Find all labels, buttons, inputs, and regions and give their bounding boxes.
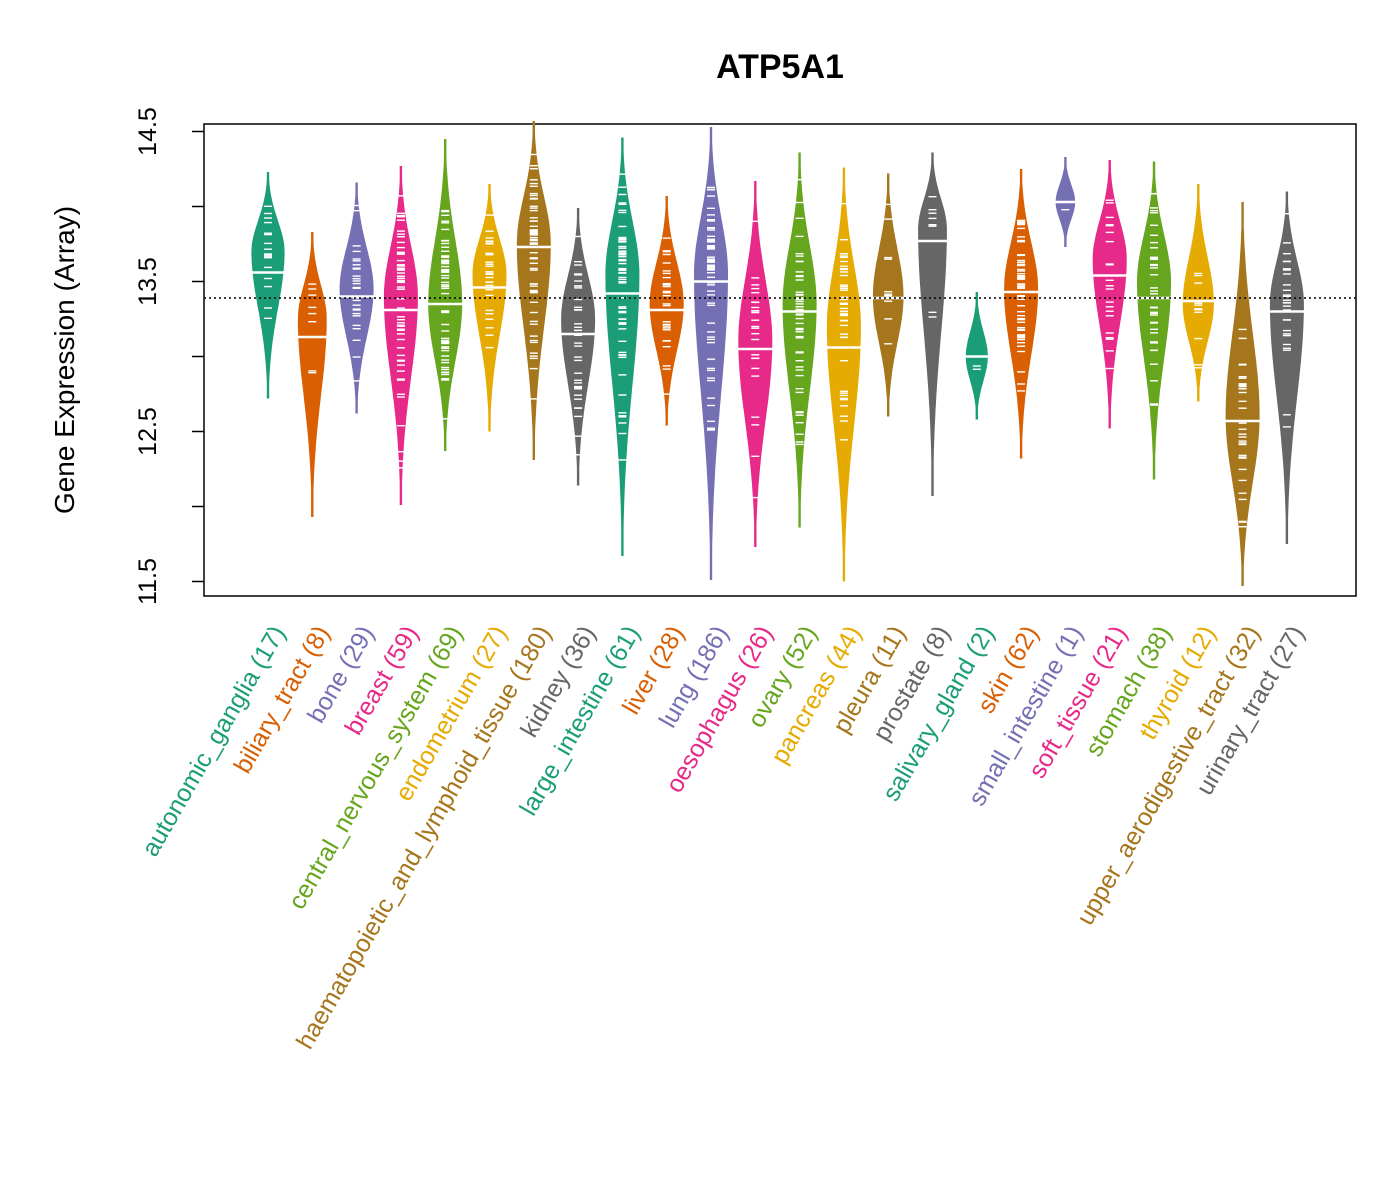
y-axis: 11.5 12.5 13.5 14.5 (134, 107, 204, 605)
plot-frame (203, 123, 1357, 597)
bean-skin (1002, 169, 1041, 459)
bean-density (1137, 161, 1171, 480)
bean-endometrium (470, 184, 509, 432)
bean-density (826, 167, 861, 582)
bean-large-intestine (603, 137, 642, 556)
bean-density (1182, 184, 1214, 402)
bean-density (428, 139, 463, 451)
bean-pancreas (824, 167, 863, 582)
bean-stomach (1135, 161, 1173, 480)
y-tick-label: 12.5 (134, 407, 162, 456)
bean-thyroid (1180, 184, 1216, 402)
bean-lung (692, 127, 730, 580)
bean-oesophagus (736, 181, 775, 547)
bean-density (694, 127, 728, 580)
x-axis-labels: autonomic_ganglia (17)biliary_tract (8)b… (136, 621, 1310, 1054)
bean-pleura (870, 173, 906, 417)
bean-kidney (559, 208, 598, 486)
bean-ovary (780, 152, 819, 528)
bean-central-nervous-system (426, 139, 465, 451)
y-axis-label: Gene Expression (Array) (49, 206, 80, 514)
bean-liver (647, 196, 686, 426)
y-tick-label: 14.5 (134, 107, 162, 156)
bean-autonomic-ganglia (249, 172, 287, 399)
bean-density (297, 232, 327, 517)
bean-biliary-tract (295, 232, 329, 517)
bean-density (605, 137, 640, 556)
y-tick-label: 13.5 (134, 257, 162, 306)
bean-density (251, 172, 285, 399)
bean-density (1225, 202, 1260, 586)
bean-upper-aerodigestive-tract (1223, 202, 1262, 586)
y-tick-label: 11.5 (134, 558, 162, 605)
bean-density (738, 181, 773, 547)
bean-salivary-gland (963, 292, 990, 420)
bean-urinary-tract (1267, 191, 1306, 544)
bean-soft-tissue (1090, 160, 1129, 429)
bean-density (1092, 160, 1127, 429)
bean-small-intestine (1053, 157, 1078, 247)
chart-title: ATP5A1 (716, 48, 844, 86)
bean-density (1004, 169, 1039, 459)
bean-density (918, 152, 947, 496)
bean-density (1269, 191, 1304, 544)
bean-prostate (916, 152, 949, 496)
beans-layer (249, 121, 1306, 586)
bean-density (472, 184, 507, 432)
bean-density (383, 166, 418, 505)
bean-bone (337, 182, 376, 414)
bean-breast (381, 166, 420, 505)
bean-density (782, 152, 817, 528)
bean-haematopoietic-and-lymphoid-tissue (514, 121, 553, 460)
